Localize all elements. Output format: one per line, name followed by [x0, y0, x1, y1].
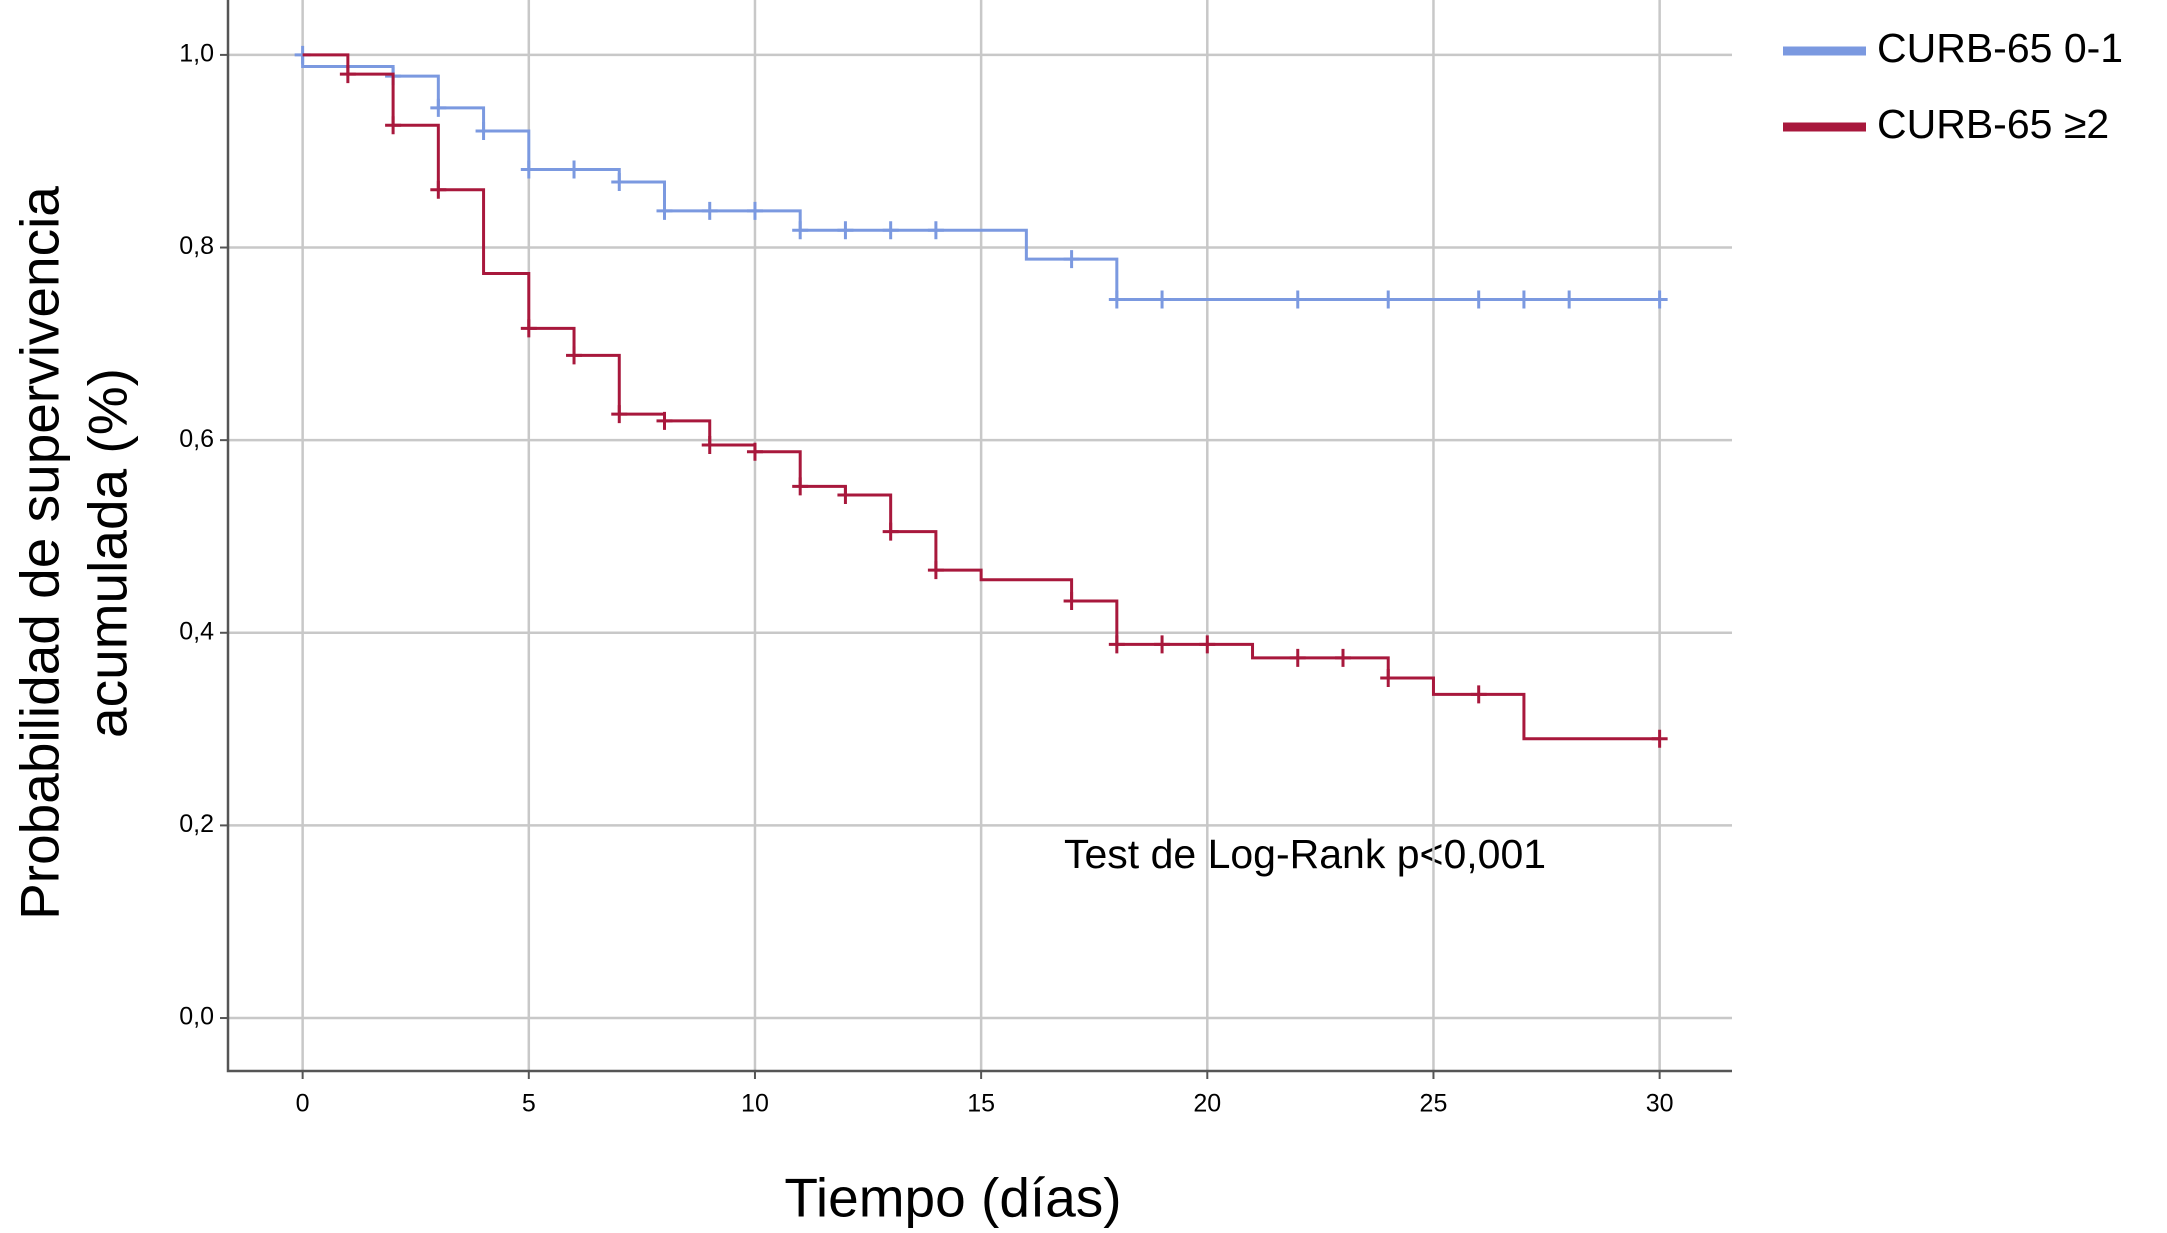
censor-mark: [339, 65, 356, 84]
censor-mark: [837, 221, 854, 240]
y-tick-label: 0,8: [179, 232, 214, 260]
censor-mark: [656, 201, 673, 220]
x-tick-label: 25: [1420, 1090, 1448, 1118]
censor-mark: [1470, 290, 1487, 309]
censor-mark: [656, 411, 673, 430]
censor-mark: [792, 477, 809, 496]
censor-mark: [385, 116, 402, 135]
censor-mark: [701, 435, 718, 454]
censor-mark: [1199, 635, 1216, 654]
x-tick-label: 10: [741, 1090, 769, 1118]
y-axis-title: Probabilidad de supervivencia: [9, 186, 71, 920]
censor-mark: [882, 522, 899, 541]
censor-mark: [1470, 685, 1487, 704]
censor-mark: [1063, 591, 1080, 610]
censor-mark: [1154, 290, 1171, 309]
censor-mark: [1335, 648, 1351, 667]
y-axis-title: acumulada (%): [77, 368, 139, 738]
censor-mark: [927, 221, 944, 240]
censor-mark: [1108, 635, 1125, 654]
x-tick-label: 30: [1646, 1090, 1674, 1118]
censor-mark: [1063, 250, 1080, 269]
x-tick-label: 20: [1193, 1090, 1221, 1118]
x-tick-label: 0: [296, 1090, 310, 1118]
x-tick-label: 5: [522, 1090, 536, 1118]
x-axis-title: Tiempo (días): [784, 1167, 1121, 1229]
y-tick-label: 0,2: [179, 810, 214, 838]
censor-mark: [837, 486, 854, 505]
censor-mark: [475, 121, 492, 140]
legend-label: CURB-65 ≥2: [1877, 101, 2109, 147]
censor-mark: [1108, 290, 1125, 309]
censor-mark: [701, 201, 718, 220]
censor-mark: [430, 98, 447, 117]
censor-mark: [566, 346, 583, 365]
censor-mark: [430, 180, 447, 199]
y-tick-label: 0,0: [179, 1003, 214, 1031]
censor-mark: [792, 221, 809, 240]
legend-label: CURB-65 0-1: [1877, 25, 2123, 71]
annotation: Test de Log-Rank p<0,001: [1064, 831, 1546, 877]
censor-mark: [1651, 729, 1668, 748]
censor-mark: [746, 442, 763, 461]
censor-mark: [1515, 290, 1532, 309]
survival-line: [301, 54, 1660, 302]
censor-mark: [566, 160, 583, 179]
censor-mark: [1651, 290, 1668, 309]
survival-line: [302, 53, 1660, 741]
censor-mark: [520, 319, 537, 338]
censor-mark: [1380, 669, 1397, 688]
censor-mark: [1154, 635, 1171, 654]
y-tick-label: 0,6: [179, 425, 214, 453]
censor-mark: [611, 173, 628, 192]
censor-mark: [927, 561, 944, 580]
x-tick-label: 15: [967, 1090, 995, 1118]
censor-mark: [611, 405, 628, 424]
axis-frame: [226, 0, 1732, 1073]
y-tick-label: 1,0: [179, 40, 214, 68]
censor-mark: [1561, 290, 1578, 309]
censor-mark: [1289, 290, 1306, 309]
y-tick-label: 0,4: [179, 617, 214, 645]
censor-mark: [1289, 648, 1306, 667]
censor-mark: [1380, 290, 1397, 309]
censor-mark: [882, 221, 899, 240]
censor-mark: [520, 160, 537, 179]
censor-mark: [746, 201, 763, 220]
